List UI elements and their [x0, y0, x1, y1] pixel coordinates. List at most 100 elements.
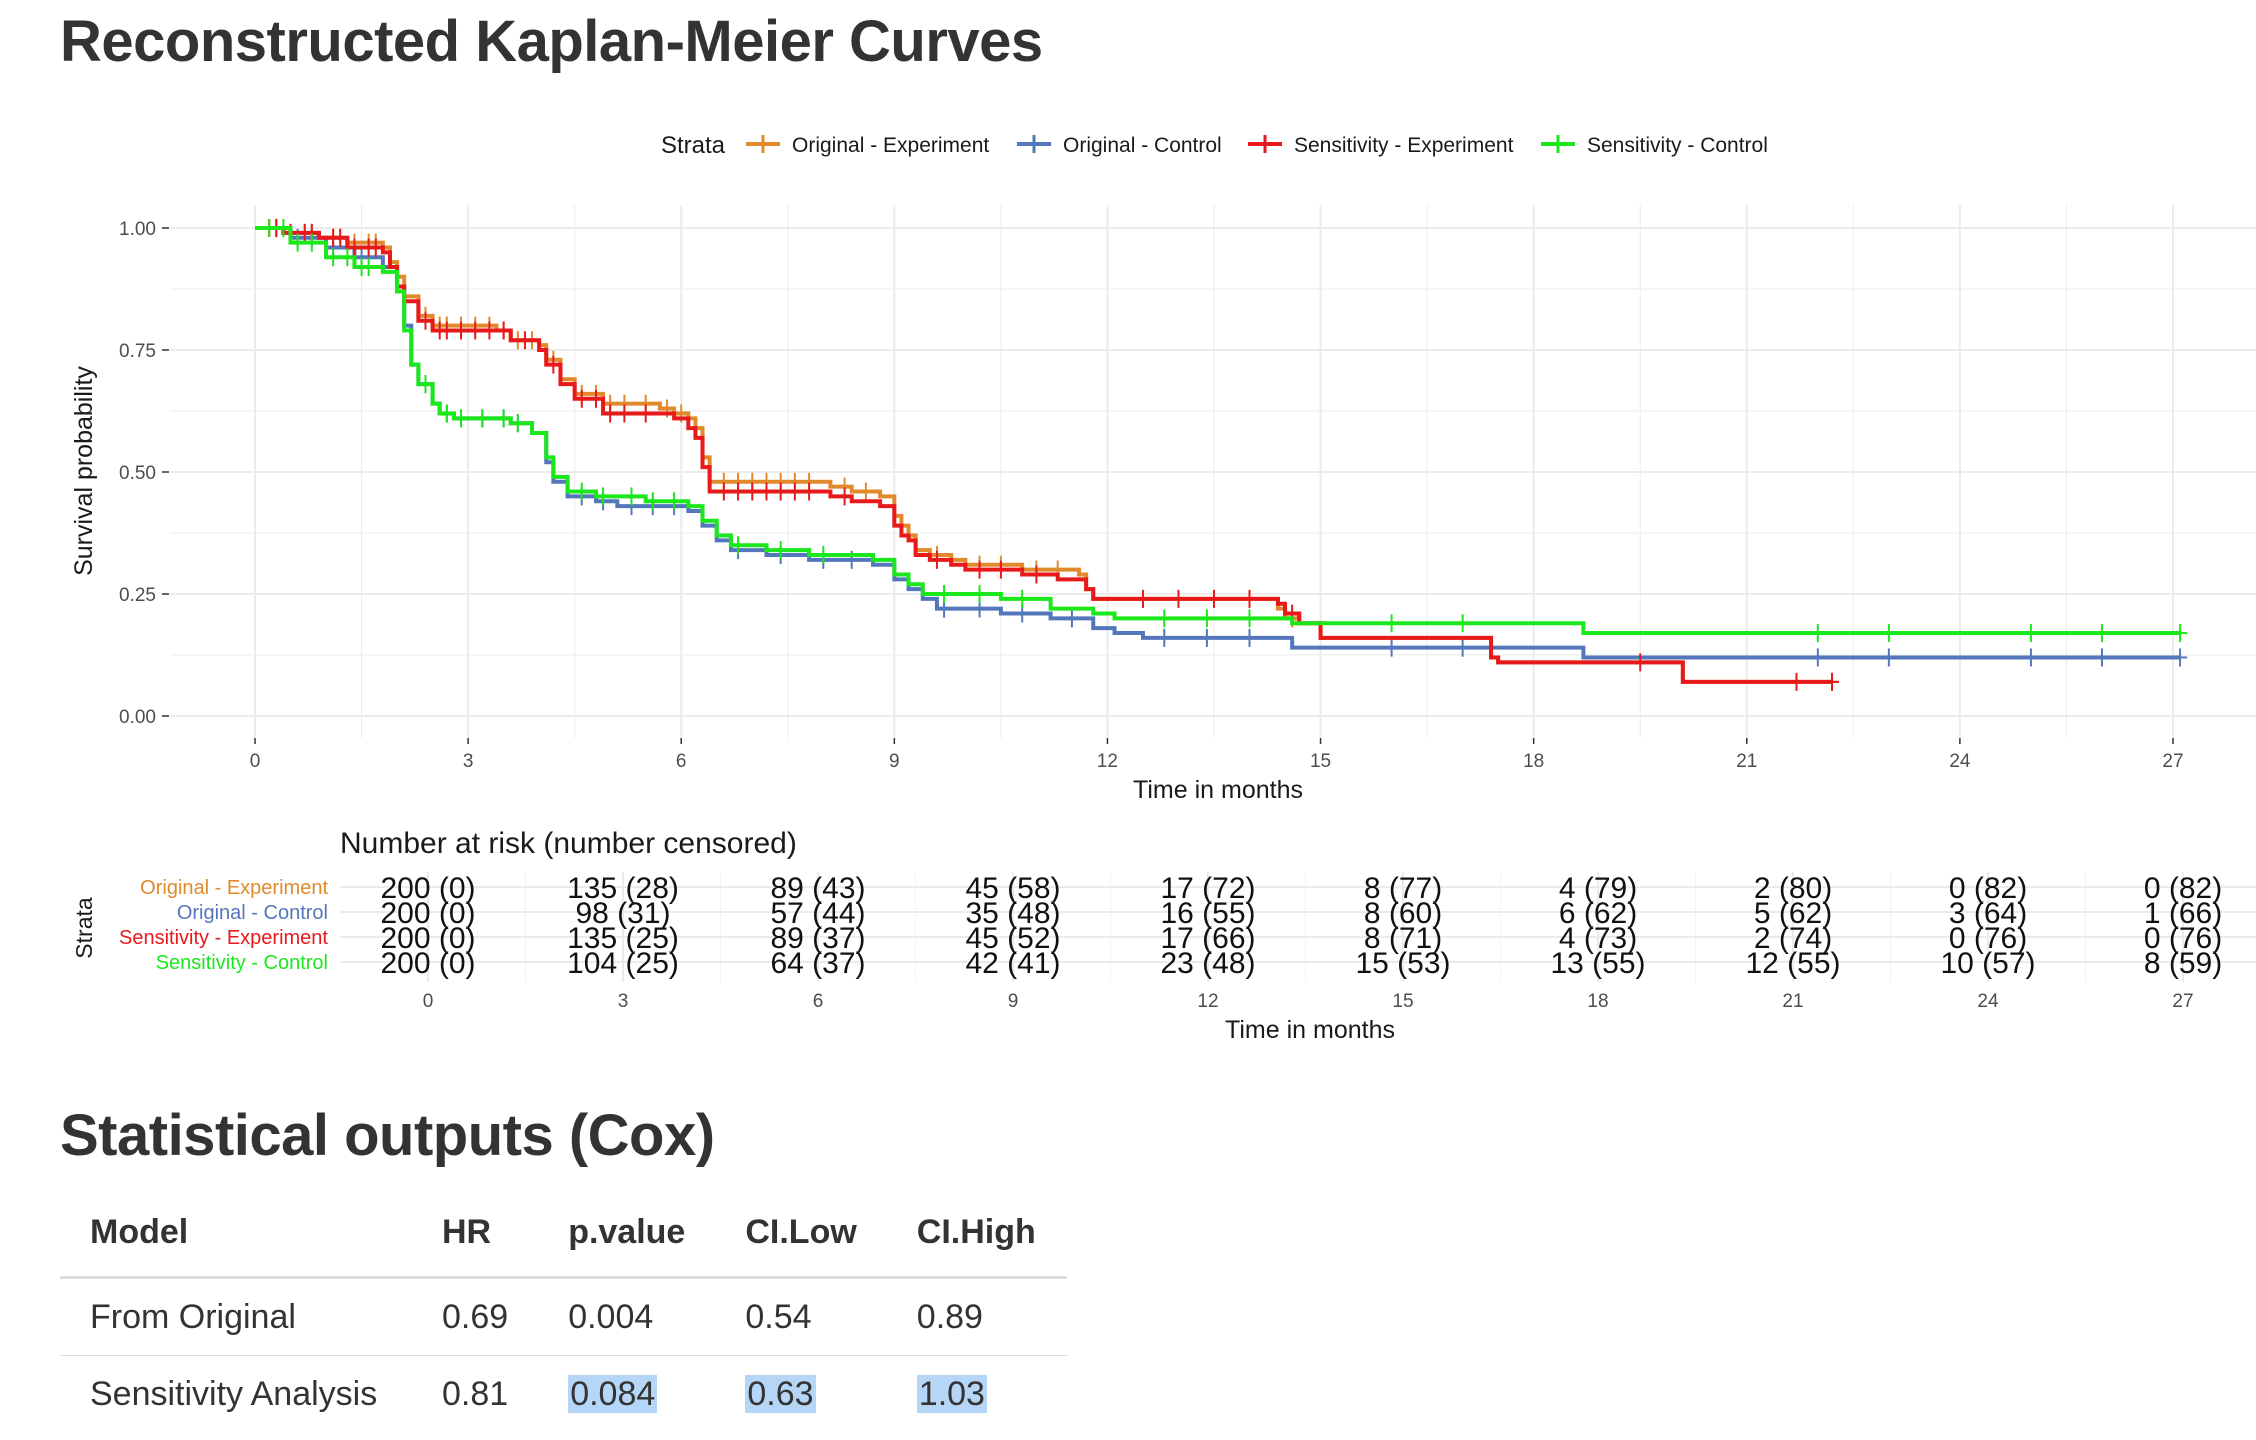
chart-legend: Strata Original - Experiment Original - C… [661, 132, 1768, 159]
risk-x-tick-label: 24 [1977, 991, 1999, 1012]
legend-item: Original - Experiment [746, 134, 989, 157]
x-tick-label: 27 [2162, 751, 2183, 772]
risk-cell: 200 (0) [380, 872, 475, 905]
risk-x-tick-label: 15 [1392, 991, 1413, 1012]
risk-cell: 3 (64) [1949, 897, 2027, 930]
stats-table: Model HR p.value CI.Low CI.High From Ori… [60, 1196, 1067, 1432]
x-tick-label: 21 [1736, 751, 1757, 772]
stats-header-row: Model HR p.value CI.Low CI.High [60, 1196, 1067, 1279]
risk-cell: 8 (59) [2144, 947, 2222, 980]
survival-series [255, 219, 1840, 691]
header-model: Model [60, 1196, 412, 1279]
risk-cell: 15 (53) [1355, 947, 1450, 980]
risk-cell: 45 (52) [965, 922, 1060, 955]
y-tick-label: 0.75 [119, 341, 156, 362]
risk-cell: 135 (25) [567, 922, 679, 955]
risk-cell: 6 (62) [1559, 897, 1637, 930]
selected-text[interactable]: 0.084 [568, 1374, 658, 1413]
risk-cell: 104 (25) [567, 947, 679, 980]
risk-cell: 23 (48) [1160, 947, 1255, 980]
risk-row-label: Original - Experiment [140, 877, 328, 899]
risk-cell: 1 (66) [2144, 897, 2222, 930]
legend-label: Sensitivity - Experiment [1294, 134, 1514, 157]
x-tick-label: 18 [1523, 751, 1544, 772]
cell-p-value: 0.004 [538, 1277, 716, 1356]
risk-cell: 10 (57) [1940, 947, 2035, 980]
risk-cell: 13 (55) [1550, 947, 1645, 980]
risk-strata-label: Strata [71, 897, 97, 959]
stats-title: Statistical outputs (Cox) [60, 1103, 715, 1168]
cell-ci-high: 0.89 [886, 1277, 1067, 1356]
y-axis-label: Survival probability [70, 366, 98, 576]
risk-cell: 89 (43) [770, 872, 865, 905]
legend-item: Sensitivity - Experiment [1248, 134, 1514, 157]
cell-model: Sensitivity Analysis [90, 1374, 378, 1413]
cell-model: From Original [60, 1277, 412, 1356]
selected-text[interactable]: 0.63 [745, 1374, 816, 1413]
page-title: Reconstructed Kaplan-Meier Curves [60, 9, 1043, 74]
risk-cell: 4 (79) [1559, 872, 1637, 905]
table-row: Sensitivity Analysis 0.81 0.084 0.63 1.0… [60, 1356, 1067, 1433]
legend-label: Original - Experiment [792, 134, 989, 157]
risk-cell: 200 (0) [380, 897, 475, 930]
risk-cell: 0 (76) [2144, 922, 2222, 955]
risk-x-tick-label: 0 [423, 991, 434, 1012]
risk-row-label: Original - Control [177, 902, 328, 924]
x-tick-label: 12 [1097, 751, 1118, 772]
survival-curves [255, 219, 2188, 691]
y-tick-label: 1.00 [119, 219, 156, 240]
risk-x-tick-label: 6 [813, 991, 824, 1012]
y-tick-label: 0.00 [119, 707, 156, 728]
risk-cell: 5 (62) [1754, 897, 1832, 930]
legend-item: Sensitivity - Control [1541, 134, 1768, 157]
risk-cell: 4 (73) [1559, 922, 1637, 955]
x-axis-label: Time in months [1133, 776, 1303, 804]
risk-x-tick-label: 3 [618, 991, 629, 1012]
legend-item: Original - Control [1017, 134, 1222, 157]
legend-title: Strata [661, 132, 726, 159]
table-row: From Original 0.69 0.004 0.54 0.89 [60, 1277, 1067, 1356]
legend-label: Sensitivity - Control [1587, 134, 1768, 157]
risk-cell: 64 (37) [770, 947, 865, 980]
header-ci-low: CI.Low [715, 1196, 887, 1279]
risk-cell: 98 (31) [575, 897, 670, 930]
header-p-value: p.value [538, 1196, 716, 1279]
risk-cell: 0 (82) [2144, 872, 2222, 905]
risk-cell: 16 (55) [1160, 897, 1255, 930]
risk-table: 0 3 6 9 12 15 18 21 24 27 Original - Experiment 200… [119, 872, 2256, 1012]
x-tick-label: 15 [1310, 751, 1331, 772]
cell-ci-low: 0.63 [715, 1356, 886, 1433]
risk-table-title: Number at risk (number censored) [340, 827, 797, 860]
selected-text[interactable]: 1.03 [916, 1374, 987, 1413]
risk-cell: 42 (41) [965, 947, 1060, 980]
risk-cell: 17 (72) [1160, 872, 1255, 905]
risk-cell: 8 (60) [1364, 897, 1442, 930]
survival-curve [255, 226, 2181, 636]
risk-x-tick-label: 27 [2172, 991, 2193, 1012]
risk-cell: 89 (37) [770, 922, 865, 955]
survival-series [255, 219, 1840, 691]
x-tick-label: 9 [889, 751, 900, 772]
legend-label: Original - Control [1063, 134, 1222, 157]
risk-cell: 2 (80) [1754, 872, 1832, 905]
risk-x-tick-label: 12 [1197, 991, 1218, 1012]
risk-cell: 135 (28) [567, 872, 679, 905]
risk-row-label: Sensitivity - Control [156, 952, 328, 974]
cell-hr: 0.81 [442, 1374, 509, 1413]
risk-cell: 45 (58) [965, 872, 1060, 905]
risk-cell: 35 (48) [965, 897, 1060, 930]
risk-cell: 200 (0) [380, 922, 475, 955]
cell-ci-high: 1.03 [887, 1356, 1067, 1433]
x-tick-label: 3 [463, 751, 474, 772]
risk-cell: 17 (66) [1160, 922, 1255, 955]
risk-cell: 200 (0) [380, 947, 475, 980]
plot-axes: 0 3 6 9 12 15 18 21 24 27 0.00 0.25 0.50 0.75 1.00 [119, 219, 2184, 772]
risk-row-label: Sensitivity - Experiment [119, 927, 328, 949]
survival-series [255, 219, 2188, 643]
risk-cell: 0 (82) [1949, 872, 2027, 905]
risk-cell: 2 (74) [1754, 922, 1832, 955]
risk-cell: 8 (71) [1364, 922, 1442, 955]
x-tick-label: 6 [676, 751, 687, 772]
cell-ci-low: 0.54 [715, 1277, 887, 1356]
km-figure: Strata Original - Experiment Original - C… [70, 132, 2256, 1044]
